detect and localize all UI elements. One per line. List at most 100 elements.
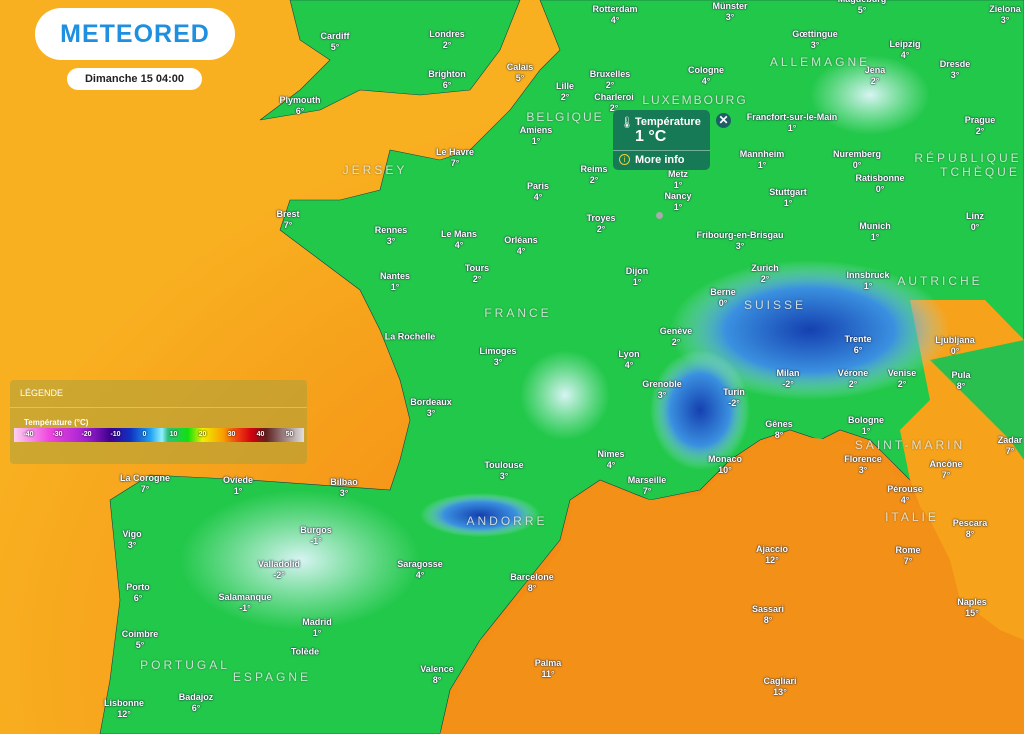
meteored-logo[interactable]: METEORED (35, 8, 235, 60)
city-label[interactable]: Vigo 3° (122, 529, 141, 551)
city-name: Sassari (751, 604, 785, 614)
city-label[interactable]: Oviede 1° (223, 475, 253, 497)
city-label[interactable]: Pescara 8° (953, 518, 988, 540)
city-label[interactable]: La Rochelle (385, 332, 436, 343)
city-label[interactable]: Cagliari 13° (763, 676, 796, 698)
city-label[interactable]: Troyes 2° (586, 213, 615, 235)
city-label[interactable]: Nîmes 4° (597, 449, 624, 471)
city-label[interactable]: Mannheim 1° (740, 149, 785, 171)
city-label[interactable]: Limoges 3° (479, 346, 516, 368)
city-label[interactable]: Ljubljana 0° (935, 335, 975, 357)
city-label[interactable]: Bilbao 3° (330, 477, 358, 499)
date-time-badge[interactable]: Dimanche 15 04:00 (67, 68, 202, 90)
city-label[interactable]: Sassari 8° (752, 604, 784, 626)
city-label[interactable]: Paris 4° (527, 181, 549, 203)
city-label[interactable]: Palma 11° (535, 658, 562, 680)
city-label[interactable]: Turin -2° (723, 387, 745, 409)
city-label[interactable]: Metz 1° (668, 169, 688, 191)
city-label[interactable]: Gœttingue 3° (792, 29, 838, 51)
city-label[interactable]: Vérone 2° (838, 368, 869, 390)
city-label[interactable]: Stuttgart 1° (769, 187, 807, 209)
city-label[interactable]: Munich 1° (859, 221, 891, 243)
city-label[interactable]: Barcelone 8° (510, 572, 554, 594)
city-label[interactable]: Zurich 2° (751, 263, 779, 285)
city-label[interactable]: Pula 8° (951, 370, 970, 392)
city-label[interactable]: Berne 0° (710, 287, 736, 309)
city-label[interactable]: Badajoz 6° (179, 692, 214, 714)
city-label[interactable]: Genève 2° (660, 326, 693, 348)
legend-panel[interactable]: LÉGENDE Température (°C) -40 -30 -20 -10… (10, 380, 307, 464)
city-label[interactable]: Prague 2° (965, 115, 996, 137)
city-label[interactable]: Tolède (291, 647, 319, 658)
city-label[interactable]: Madrid 1° (302, 617, 332, 639)
city-label[interactable]: Milan -2° (776, 368, 799, 390)
city-label[interactable]: Rennes 3° (375, 225, 408, 247)
city-label[interactable]: Valence 8° (420, 664, 454, 686)
city-label[interactable]: Rome 7° (895, 545, 920, 567)
city-label[interactable]: Bordeaux 3° (410, 397, 452, 419)
city-label[interactable]: Brest 7° (276, 209, 299, 231)
city-label[interactable]: Reims 2° (580, 164, 607, 186)
city-label[interactable]: Dijon 1° (626, 266, 649, 288)
city-label[interactable]: Calais 5° (507, 62, 534, 84)
city-label[interactable]: Florence 3° (844, 454, 882, 476)
city-label[interactable]: Cologne 4° (688, 65, 724, 87)
city-label[interactable]: Le Havre 7° (436, 147, 474, 169)
city-label[interactable]: Londres 2° (429, 29, 465, 51)
city-label[interactable]: Francfort-sur-le-Main 1° (747, 112, 838, 134)
city-label[interactable]: Tours 2° (465, 263, 489, 285)
city-label[interactable]: Linz 0° (966, 211, 984, 233)
close-icon[interactable]: ✕ (716, 113, 731, 128)
location-pin-icon[interactable] (656, 212, 663, 219)
city-label[interactable]: Marseille 7° (628, 475, 667, 497)
city-label[interactable]: Orléans 4° (504, 235, 538, 257)
city-label[interactable]: Dresde 3° (940, 59, 971, 81)
city-label[interactable]: Jena 2° (865, 65, 886, 87)
city-label[interactable]: Lyon 4° (618, 349, 639, 371)
city-label[interactable]: Monaco 10° (708, 454, 742, 476)
city-label[interactable]: Nantes 1° (380, 271, 410, 293)
city-label[interactable]: Fribourg-en-Brisgau 3° (697, 230, 784, 252)
city-label[interactable]: Zadar 7° (998, 435, 1023, 457)
city-label[interactable]: Valladolid -2° (258, 559, 300, 581)
city-label[interactable]: Bologne 1° (848, 415, 884, 437)
city-label[interactable]: Gênes 8° (765, 419, 793, 441)
city-label[interactable]: Leipzig 4° (890, 39, 921, 61)
city-label[interactable]: La Corogne 7° (120, 473, 170, 495)
city-label[interactable]: Lille 2° (556, 81, 574, 103)
city-label[interactable]: Plymouth 6° (279, 95, 320, 117)
city-label[interactable]: Ratisbonne 0° (855, 173, 904, 195)
city-label[interactable]: Le Mans 4° (441, 229, 477, 251)
city-label[interactable]: Ajaccio 12° (756, 544, 788, 566)
city-label[interactable]: Rotterdam 4° (592, 4, 637, 26)
city-label[interactable]: Burgos -1° (300, 525, 332, 547)
city-label[interactable]: Pérouse 4° (887, 484, 923, 506)
city-label[interactable]: Trente 6° (844, 334, 871, 356)
city-label[interactable]: Amiens 1° (520, 125, 553, 147)
more-info-link[interactable]: More info (635, 154, 685, 166)
city-name: Gœttingue (792, 29, 838, 39)
city-label[interactable]: Magdeburg5° (838, 0, 887, 16)
city-label[interactable]: Ancône 7° (929, 459, 962, 481)
city-label[interactable]: Brighton 6° (428, 69, 466, 91)
city-label[interactable]: Nuremberg 0° (833, 149, 881, 171)
city-label[interactable]: Charleroi 2° (594, 92, 634, 114)
city-label[interactable]: Coimbre 5° (122, 629, 159, 651)
city-label[interactable]: Cardiff 5° (321, 31, 350, 53)
city-label[interactable]: Lisbonne 12° (104, 698, 144, 720)
city-label[interactable]: Grenoble 3° (642, 379, 682, 401)
city-label[interactable]: Saragosse 4° (397, 559, 443, 581)
city-label[interactable]: Innsbruck 1° (846, 270, 889, 292)
city-temperature: 1° (632, 277, 642, 287)
city-label[interactable]: Naples 15° (957, 597, 987, 619)
city-label[interactable]: Nancy 1° (664, 191, 691, 213)
city-label[interactable]: Zielona 3° (989, 4, 1021, 26)
city-label[interactable]: Bruxelles 2° (590, 69, 631, 91)
city-label[interactable]: Venise 2° (888, 368, 917, 390)
city-label[interactable]: Münster 3° (712, 1, 747, 23)
city-label[interactable]: Salamanque -1° (218, 592, 271, 614)
city-label[interactable]: Porto 6° (126, 582, 150, 604)
city-label[interactable]: Toulouse 3° (484, 460, 523, 482)
city-name: Orléans (504, 235, 538, 245)
